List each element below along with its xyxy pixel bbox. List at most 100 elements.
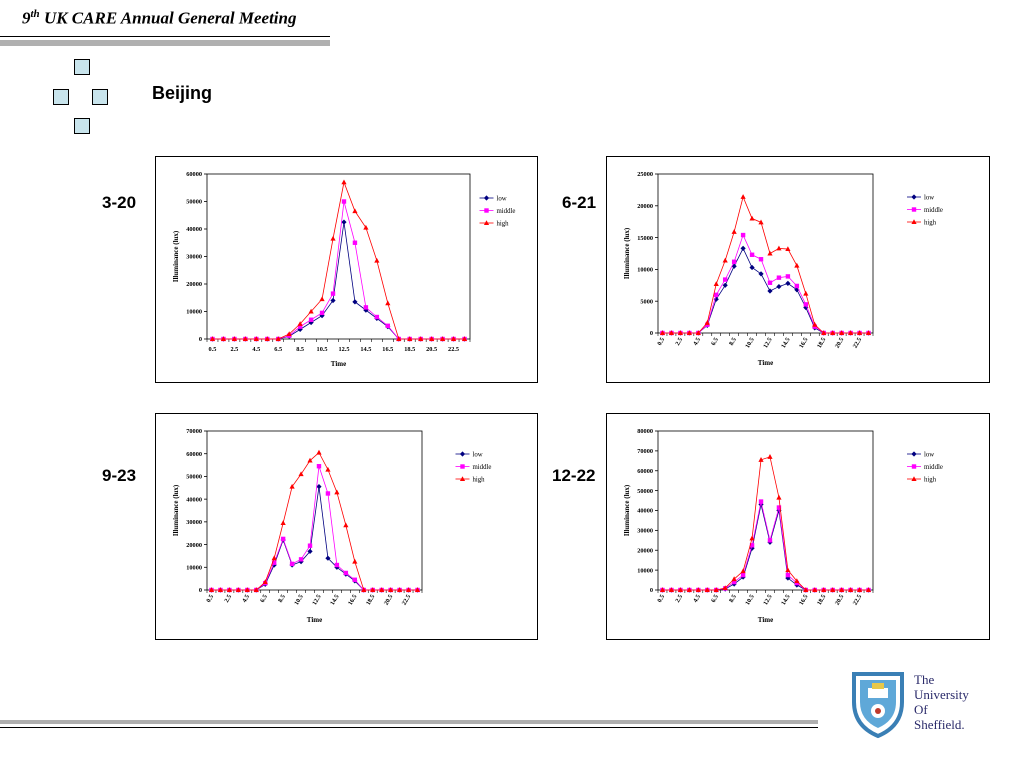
data-point-low [341, 219, 347, 225]
header-text: UK CARE Annual General Meeting [39, 8, 297, 28]
y-tick-label: 0 [199, 587, 202, 594]
series-line-high [212, 180, 465, 340]
footer-rule [0, 727, 818, 728]
y-tick-label: 30000 [637, 528, 653, 535]
data-point-middle [319, 310, 325, 316]
legend-marker-low [459, 451, 466, 457]
legend-label-high: high [924, 219, 937, 226]
data-point-high [740, 568, 746, 574]
x-tick-label: 14.5 [360, 346, 371, 353]
data-point-middle [308, 317, 314, 322]
data-point-low [776, 283, 782, 290]
data-point-high [865, 587, 872, 592]
data-point-high [659, 330, 666, 335]
data-point-low [749, 264, 755, 271]
y-tick-label: 60000 [186, 451, 202, 458]
x-axis-label: Time [331, 360, 346, 368]
data-point-middle [289, 561, 295, 567]
legend-marker-low [911, 194, 917, 200]
data-point-high [407, 336, 413, 341]
data-point-high [316, 449, 322, 455]
data-point-high [686, 587, 692, 592]
data-point-middle [776, 275, 782, 280]
data-point-high [686, 330, 692, 335]
x-tick-label: 2.5 [230, 346, 238, 353]
data-point-high [713, 587, 719, 592]
chart-12-22: 0 10000 20000 30000 40000 50000 60000 70000 8000… [606, 413, 990, 640]
data-point-high [803, 290, 809, 296]
series-line-high [662, 195, 869, 334]
data-point-high [839, 587, 845, 592]
data-point-high [821, 587, 827, 592]
legend-label-middle: middle [924, 207, 943, 214]
data-point-high [396, 336, 402, 341]
data-point-middle [740, 572, 746, 578]
deco-square-bottom [74, 118, 90, 134]
data-point-high [262, 579, 268, 585]
legend-label-middle: middle [473, 464, 492, 471]
x-tick-label: 10.5 [293, 594, 305, 607]
data-point-high [713, 281, 719, 287]
x-tick-label: 0.5 [656, 337, 666, 347]
y-tick-label: 5000 [640, 298, 653, 305]
data-point-low [722, 282, 728, 288]
plot-area [657, 430, 874, 591]
y-tick-label: 20000 [637, 547, 653, 554]
legend-label-middle: middle [924, 464, 943, 471]
x-axis-label: Time [307, 616, 322, 624]
chart-6-21: 0 5000 10000 15000 20000 25000 0.5 2.5 4.5 6.5 8.5… [606, 156, 990, 383]
data-point-high [440, 336, 446, 341]
deco-square-right [92, 89, 108, 105]
y-tick-label: 50000 [186, 474, 202, 481]
data-point-high [361, 587, 367, 592]
data-point-high [731, 229, 737, 234]
page-title: Beijing [152, 83, 213, 103]
data-point-middle [352, 577, 358, 582]
date-label-4: 12-22 [552, 466, 596, 485]
x-tick-label: 8.5 [277, 594, 287, 604]
legend-label-middle: middle [497, 208, 516, 215]
legend-marker-middle [911, 464, 917, 469]
data-point-high [776, 494, 782, 500]
plot-area [206, 173, 471, 340]
data-point-high [289, 483, 295, 489]
x-tick-label: 16.5 [382, 346, 393, 353]
data-point-high [429, 336, 435, 341]
data-point-high [209, 336, 216, 341]
data-point-high [668, 587, 675, 592]
data-point-high [749, 535, 755, 541]
data-point-middle [722, 277, 728, 282]
data-point-high [794, 262, 800, 268]
data-point-middle [758, 257, 764, 262]
data-point-high [704, 320, 710, 325]
legend-marker-middle [484, 208, 489, 213]
data-point-middle [385, 323, 391, 328]
data-point-high [856, 330, 863, 335]
university-crest-icon [852, 672, 904, 739]
x-tick-label: 22.5 [852, 594, 864, 607]
data-point-high [231, 336, 237, 341]
data-point-middle [749, 252, 755, 257]
x-tick-label: 8.5 [728, 337, 738, 347]
data-point-high [461, 336, 468, 341]
x-tick-label: 0.5 [656, 594, 666, 604]
x-tick-label: 2.5 [674, 337, 684, 347]
data-point-high [352, 558, 358, 564]
data-point-high [208, 587, 215, 592]
data-point-high [343, 522, 349, 528]
header-title: 9th UK CARE Annual General Meeting [22, 8, 296, 29]
x-tick-label: 6.5 [259, 594, 269, 604]
data-point-middle [330, 291, 336, 296]
data-point-high [776, 245, 782, 251]
data-point-high [830, 330, 836, 335]
chart-9-23: 0 10000 20000 30000 40000 50000 60000 70000 0.5 2… [155, 413, 538, 640]
data-point-high [785, 567, 791, 573]
data-point-high [405, 587, 412, 592]
data-point-high [865, 330, 872, 335]
logo-line-4: Sheffield. [914, 717, 965, 732]
y-tick-label: 70000 [637, 448, 653, 455]
data-point-high [812, 321, 818, 327]
x-tick-label: 20.5 [834, 337, 846, 350]
legend-label-low: low [924, 194, 934, 201]
y-tick-label: 80000 [637, 428, 653, 435]
